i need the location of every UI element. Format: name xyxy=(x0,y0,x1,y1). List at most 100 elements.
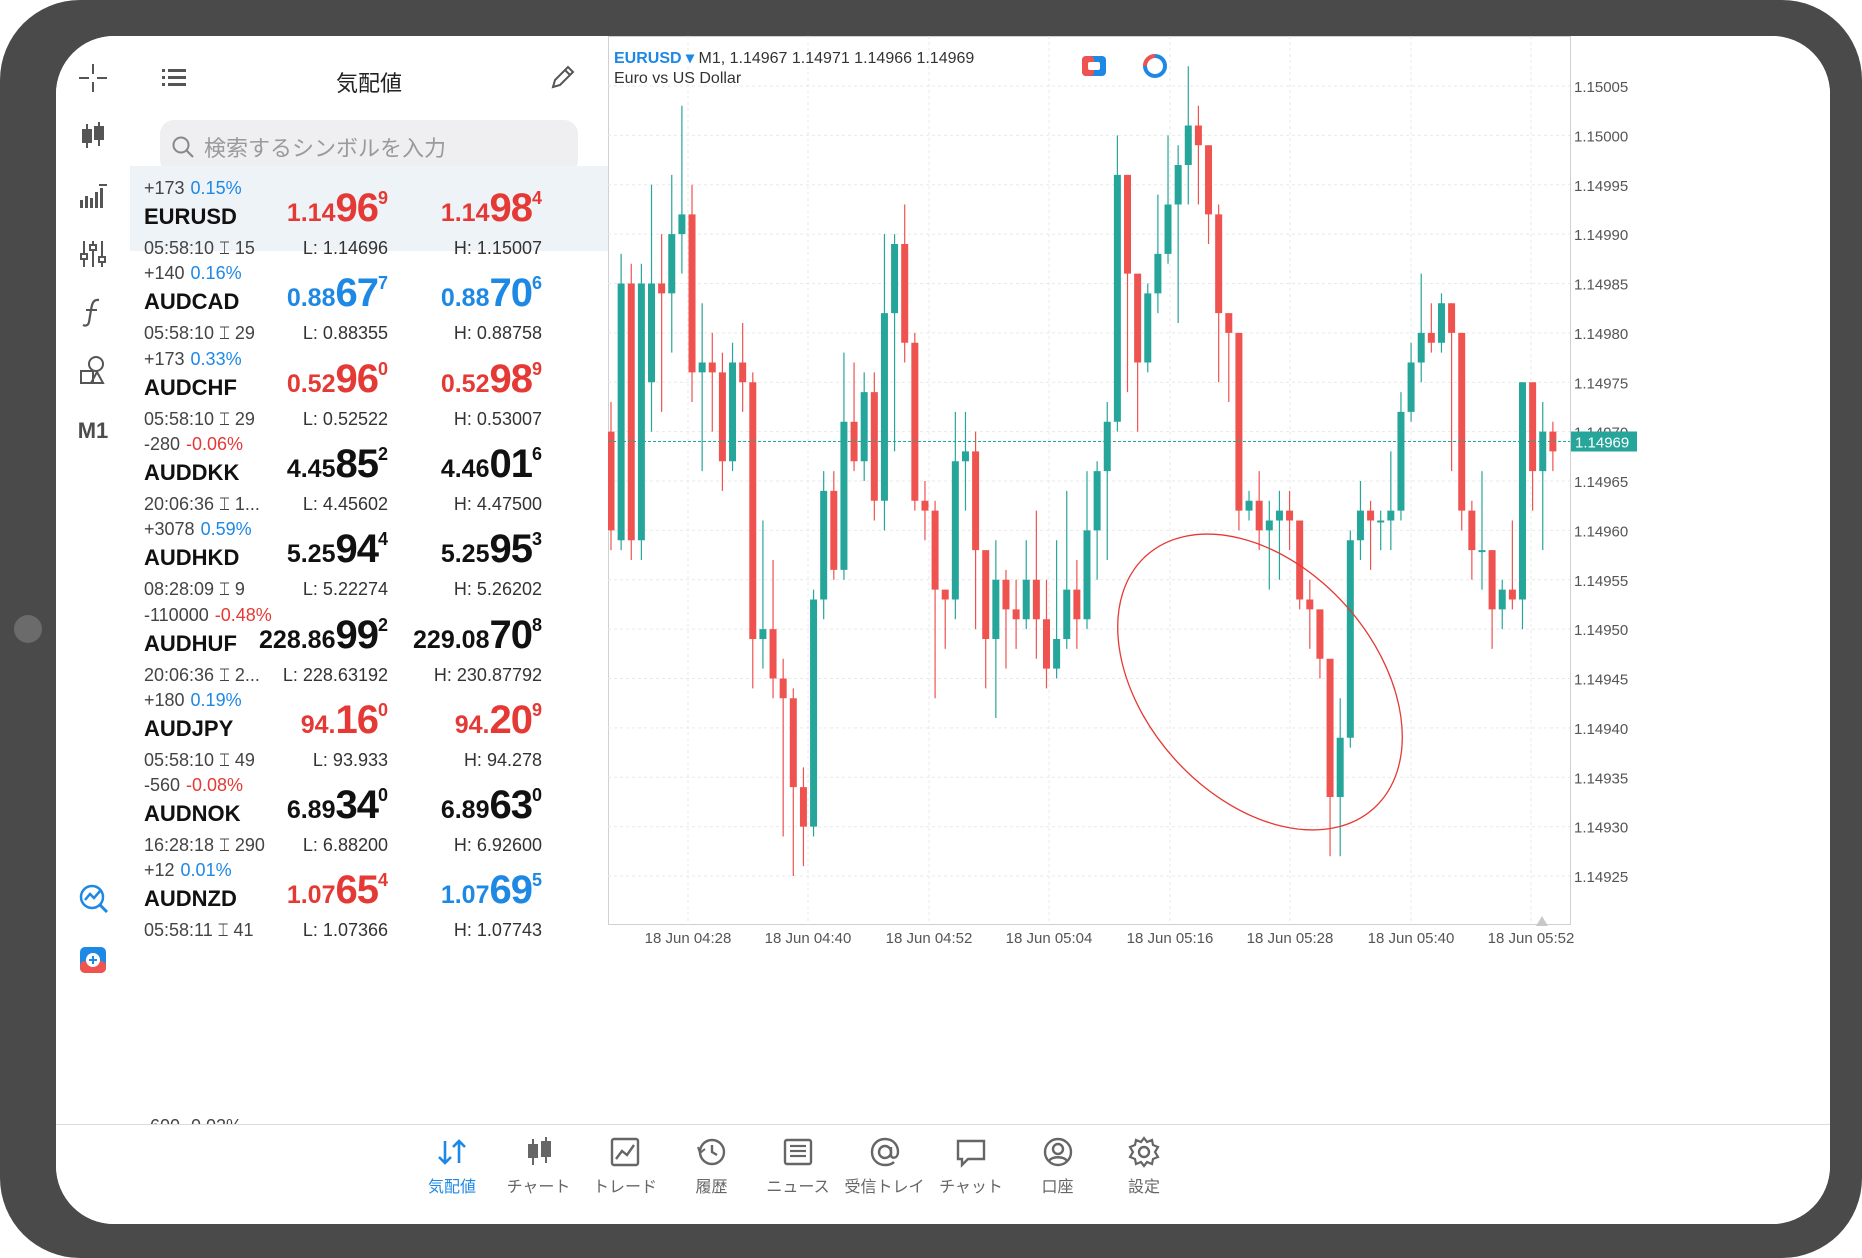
candle-up[interactable] xyxy=(1387,510,1395,521)
candle-down[interactable] xyxy=(1306,599,1314,610)
ask-price[interactable]: 4.46016 xyxy=(342,442,542,487)
candle-up[interactable] xyxy=(678,214,686,235)
candle-down[interactable] xyxy=(1367,510,1375,521)
candle-down[interactable] xyxy=(658,283,666,294)
candle-down[interactable] xyxy=(749,382,757,639)
candle-down[interactable] xyxy=(718,372,726,462)
candle-up[interactable] xyxy=(820,490,828,600)
candle-up[interactable] xyxy=(1083,530,1091,620)
candle-up[interactable] xyxy=(637,283,645,541)
candle-up[interactable] xyxy=(891,244,899,314)
indicators-icon[interactable] xyxy=(73,176,113,216)
symbol-row[interactable]: +140 0.16% AUDCAD 05:58:10 ⌶ 29 0.88677 0.887… xyxy=(130,251,608,343)
candle-down[interactable] xyxy=(1042,619,1050,669)
candle-up[interactable] xyxy=(1063,589,1071,639)
candle-up[interactable] xyxy=(992,579,1000,639)
ask-price[interactable]: 6.89630 xyxy=(342,783,542,828)
edit-pencil-icon[interactable] xyxy=(548,62,578,92)
ask-price[interactable]: 1.14984 xyxy=(342,186,542,231)
symbol-row[interactable]: +173 0.33% AUDCHF 05:58:10 ⌶ 29 0.52960 0.529… xyxy=(130,337,608,429)
candle-down[interactable] xyxy=(1235,332,1243,511)
symbol-row[interactable]: -280 -0.06% AUDDKK 20:06:36 ⌶ 1... 4.45852 4.… xyxy=(130,422,608,514)
symbol-row[interactable]: -560 -0.08% AUDNOK 16:28:18 ⌶ 290 6.89340 6.8… xyxy=(130,763,608,855)
chart-canvas[interactable]: 1.15005 1.15000 1.14995 1.14990 1.14985 1.149… xyxy=(608,36,1830,1124)
candle-down[interactable] xyxy=(789,698,797,788)
candle-down[interactable] xyxy=(608,431,615,531)
bid-price[interactable]: 6.89340 xyxy=(188,783,388,828)
candle-up[interactable] xyxy=(1144,293,1152,363)
candle-up[interactable] xyxy=(698,362,706,373)
candle-down[interactable] xyxy=(911,342,919,501)
candle-down[interactable] xyxy=(931,510,939,590)
candle-up[interactable] xyxy=(1539,431,1547,472)
candle-up[interactable] xyxy=(648,283,656,383)
chart-symbol-header[interactable]: EURUSD ▾ M1, 1.14967 1.14971 1.14966 1.1… xyxy=(614,48,974,68)
candle-up[interactable] xyxy=(1377,520,1385,523)
bid-price[interactable]: 228.86992 xyxy=(188,613,388,658)
candle-up[interactable] xyxy=(1113,174,1121,422)
nav-chat[interactable]: チャット xyxy=(926,1135,1016,1197)
bid-price[interactable]: 94.160 xyxy=(188,698,388,743)
candle-down[interactable] xyxy=(1002,579,1010,610)
candle-down[interactable] xyxy=(901,244,909,343)
candlestick-icon[interactable] xyxy=(73,116,113,156)
candle-down[interactable] xyxy=(739,362,747,383)
nav-chart[interactable]: チャート xyxy=(494,1135,584,1197)
candle-down[interactable] xyxy=(921,500,929,511)
candle-up[interactable] xyxy=(759,629,767,639)
candle-down[interactable] xyxy=(1215,214,1223,314)
candle-down[interactable] xyxy=(982,550,990,639)
candle-up[interactable] xyxy=(1417,332,1425,363)
candle-down[interactable] xyxy=(1488,550,1496,610)
candle-up[interactable] xyxy=(1336,737,1344,797)
candle-up[interactable] xyxy=(810,599,818,827)
candle-up[interactable] xyxy=(951,461,959,600)
candle-up[interactable] xyxy=(1437,303,1445,343)
candle-down[interactable] xyxy=(627,283,635,541)
candle-down[interactable] xyxy=(1124,174,1132,274)
candle-down[interactable] xyxy=(799,787,807,827)
candle-down[interactable] xyxy=(972,451,980,551)
candle-down[interactable] xyxy=(1549,431,1557,452)
candle-up[interactable] xyxy=(1053,639,1061,669)
ask-price[interactable]: 1.07695 xyxy=(342,868,542,913)
symbol-row[interactable]: +3078 0.59% AUDHKD 08:28:09 ⌶ 9 5.25944 5.259… xyxy=(130,507,608,599)
candle-down[interactable] xyxy=(779,678,787,699)
objects-icon[interactable] xyxy=(73,350,113,390)
price-chart[interactable]: 1.15005 1.15000 1.14995 1.14990 1.14985 1.149… xyxy=(608,36,1830,1124)
candle-up[interactable] xyxy=(840,421,848,570)
chart-symbol[interactable]: EURUSD xyxy=(614,50,682,67)
nav-mailbox[interactable]: 受信トレイ xyxy=(840,1135,930,1197)
bid-price[interactable]: 1.07654 xyxy=(188,868,388,913)
candle-up[interactable] xyxy=(1093,471,1101,531)
candle-up[interactable] xyxy=(1022,579,1030,620)
candle-up[interactable] xyxy=(1346,540,1354,738)
drawn-ellipse-object[interactable] xyxy=(1061,479,1459,886)
candle-up[interactable] xyxy=(1518,382,1526,600)
symbol-row[interactable]: +180 0.19% AUDJPY 05:58:10 ⌶ 49 94.160 94.209… xyxy=(130,678,608,770)
candle-up[interactable] xyxy=(1184,125,1192,166)
candle-up[interactable] xyxy=(961,451,969,462)
bid-price[interactable]: 0.88677 xyxy=(188,271,388,316)
candle-down[interactable] xyxy=(941,589,949,600)
nav-history[interactable]: 履歴 xyxy=(667,1135,757,1197)
candle-down[interactable] xyxy=(1032,579,1040,620)
candle-down[interactable] xyxy=(1255,500,1263,531)
candle-down[interactable] xyxy=(1286,510,1294,521)
candle-down[interactable] xyxy=(1225,313,1233,333)
ask-price[interactable]: 229.08708 xyxy=(342,613,542,658)
candle-down[interactable] xyxy=(1508,589,1516,600)
candle-down[interactable] xyxy=(769,629,777,679)
candle-up[interactable] xyxy=(668,234,676,294)
candle-up[interactable] xyxy=(1356,510,1364,541)
candle-down[interactable] xyxy=(1326,658,1334,797)
candle-up[interactable] xyxy=(1154,253,1162,294)
candle-up[interactable] xyxy=(1397,411,1405,511)
sliders-icon[interactable] xyxy=(73,234,113,274)
ask-price[interactable]: 5.25953 xyxy=(342,527,542,572)
nav-settings-gear[interactable]: 設定 xyxy=(1099,1135,1189,1197)
candle-up[interactable] xyxy=(860,392,868,462)
crosshair-icon[interactable] xyxy=(73,58,113,98)
trade-history-toggle-icon[interactable] xyxy=(1143,54,1167,78)
candle-up[interactable] xyxy=(880,313,888,501)
